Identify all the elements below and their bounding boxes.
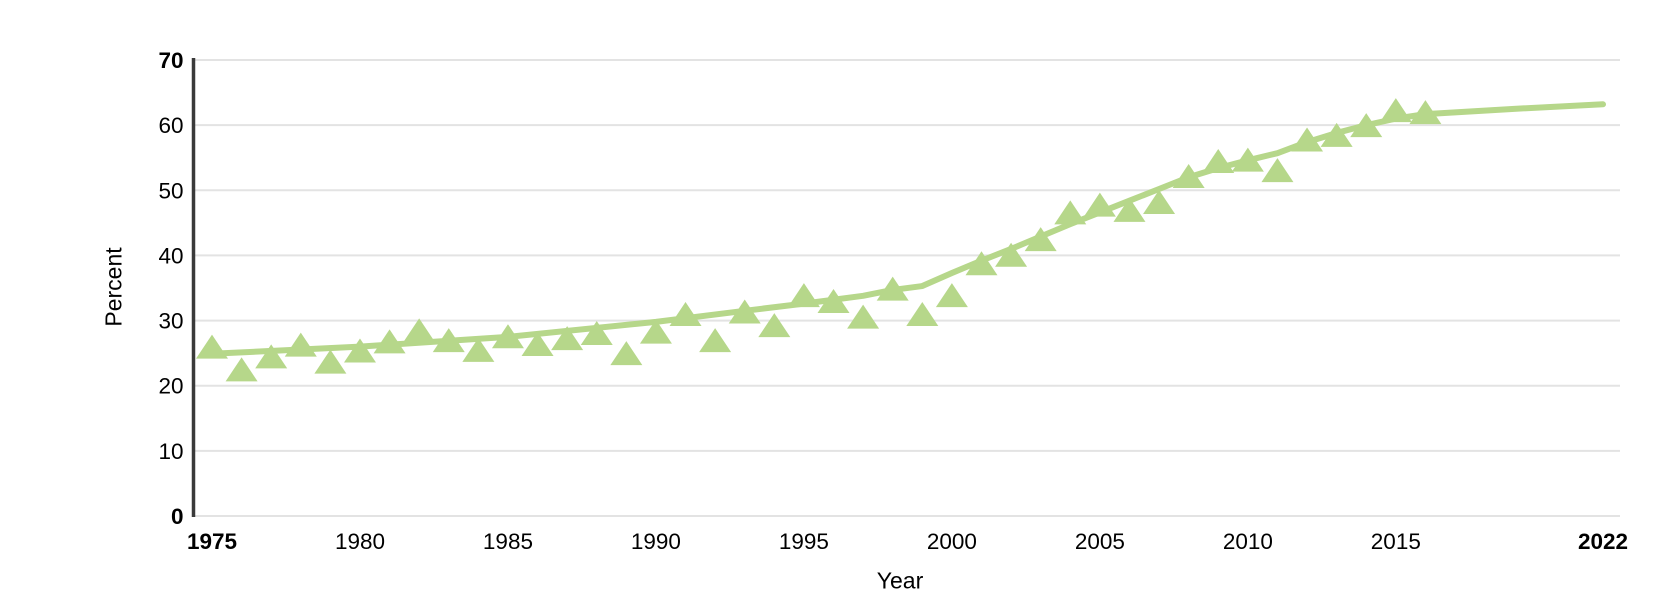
x-tick-label: 2022 [1578,529,1628,554]
data-point-marker [847,304,880,329]
data-point-marker [995,242,1028,267]
data-point-marker [580,320,613,345]
data-point-marker [669,302,702,327]
data-point-marker [491,324,524,349]
y-tick-label: 50 [158,178,183,203]
x-tick-label: 1980 [335,529,385,554]
data-point-marker [1261,158,1294,183]
data-point-marker [906,302,939,327]
data-point-marker [1320,122,1353,147]
data-point-marker [758,313,791,338]
data-point-marker [1172,163,1205,188]
data-point-marker [876,276,909,301]
data-point-marker [1291,127,1324,152]
data-point-marker [935,283,968,308]
y-axis-label: Percent [100,247,127,327]
y-tick-label: 0 [171,504,184,529]
y-tick-label: 20 [158,374,183,399]
x-tick-label: 2005 [1075,529,1125,554]
data-point-marker [1024,227,1057,252]
data-point-marker [1379,98,1412,123]
data-point-marker [462,337,495,362]
data-point-marker [284,332,317,357]
data-point-marker [1054,200,1087,225]
x-tick-label: 2010 [1223,529,1273,554]
y-tick-label: 30 [158,309,183,334]
data-point-marker [1231,147,1264,172]
data-point-marker [521,332,554,357]
data-point-marker [432,328,465,353]
data-point-marker [373,329,406,354]
data-point-marker [639,319,672,344]
data-point-marker [1202,148,1235,173]
x-tick-label: 1985 [483,529,533,554]
data-point-marker [551,326,584,351]
y-tick-label: 70 [158,48,183,73]
data-point-marker [1409,100,1442,125]
x-tick-label: 2000 [927,529,977,554]
data-point-marker [343,338,376,363]
x-tick-label: 1975 [187,529,237,554]
x-tick-label: 2015 [1371,529,1421,554]
trend-line [209,101,1606,357]
data-point-marker [610,341,643,366]
y-tick-label: 60 [158,113,183,138]
x-tick-label: 1995 [779,529,829,554]
data-point-marker [699,328,732,353]
x-tick-label: 1990 [631,529,681,554]
x-axis-label: Year [876,567,924,594]
data-point-marker [728,299,761,324]
data-point-marker [787,283,820,308]
data-point-marker [225,357,258,382]
data-point-marker [817,289,850,314]
data-point-marker [255,344,288,369]
data-point-marker [965,251,998,276]
data-point-marker [1143,190,1176,215]
y-tick-label: 40 [158,243,183,268]
y-tick-label: 10 [158,439,183,464]
data-point-marker [196,334,228,359]
data-point-marker [1083,192,1116,217]
data-point-marker [1113,197,1146,222]
data-point-marker [314,349,347,374]
data-point-marker [1350,113,1383,138]
data-point-marker [403,318,436,343]
